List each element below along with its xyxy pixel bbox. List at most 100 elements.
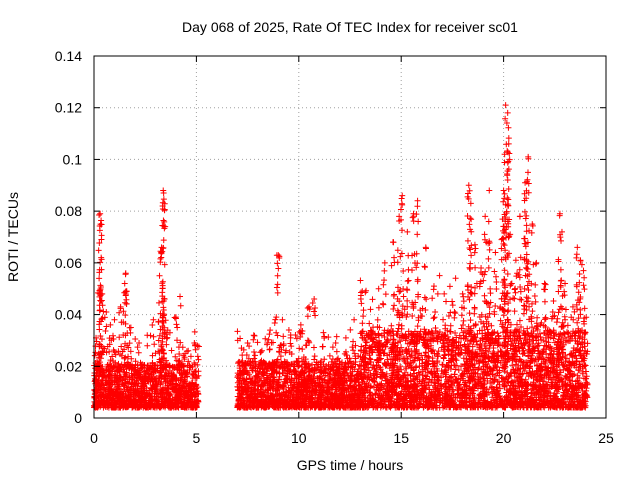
- data-point: [128, 399, 135, 406]
- data-point: [297, 369, 304, 376]
- data-point: [129, 383, 136, 390]
- data-point: [187, 382, 194, 389]
- data-point: [330, 367, 337, 374]
- data-point: [318, 363, 325, 370]
- data-point: [311, 366, 318, 373]
- data-point: [192, 375, 199, 382]
- data-point: [103, 395, 110, 402]
- data-point: [171, 394, 178, 401]
- data-point: [175, 362, 182, 369]
- data-point: [151, 393, 158, 400]
- data-point: [263, 400, 270, 407]
- data-point: [340, 382, 347, 389]
- data-point: [117, 373, 124, 380]
- data-point: [176, 369, 183, 376]
- data-point: [254, 339, 261, 346]
- data-point: [184, 362, 191, 369]
- data-point: [129, 375, 136, 382]
- data-point: [185, 398, 192, 405]
- data-point: [132, 404, 139, 411]
- data-point: [243, 378, 250, 385]
- data-point: [306, 380, 313, 387]
- data-point: [152, 367, 159, 374]
- data-point: [110, 363, 117, 370]
- data-point: [329, 390, 336, 397]
- data-point: [143, 375, 150, 382]
- data-point: [180, 367, 187, 374]
- data-point: [94, 387, 101, 394]
- data-point: [246, 371, 253, 378]
- data-point: [126, 401, 133, 408]
- data-point: [269, 370, 276, 377]
- data-point: [185, 392, 192, 399]
- data-point: [100, 399, 107, 406]
- data-point: [319, 392, 326, 399]
- points-layer: [91, 102, 591, 411]
- data-point: [262, 335, 269, 342]
- data-point: [259, 382, 266, 389]
- data-point: [288, 371, 295, 378]
- data-point: [349, 395, 356, 402]
- data-point: [95, 402, 102, 409]
- data-point: [278, 391, 285, 398]
- data-point: [307, 368, 314, 375]
- data-point: [151, 401, 158, 408]
- data-point: [268, 392, 275, 399]
- data-point: [287, 388, 294, 395]
- data-point: [268, 371, 275, 378]
- data-point: [195, 372, 202, 379]
- data-point: [106, 371, 113, 378]
- data-point: [355, 382, 362, 389]
- data-point: [126, 340, 133, 347]
- data-point: [236, 384, 243, 391]
- data-point: [115, 385, 122, 392]
- data-point: [332, 392, 339, 399]
- data-point: [106, 381, 113, 388]
- data-point: [107, 401, 114, 408]
- data-point: [251, 355, 258, 362]
- data-point: [262, 393, 269, 400]
- data-point: [253, 397, 260, 404]
- data-point: [290, 391, 297, 398]
- data-point: [105, 379, 112, 386]
- data-point: [293, 397, 300, 404]
- data-point: [274, 332, 281, 339]
- data-point: [324, 388, 331, 395]
- data-point: [194, 398, 201, 405]
- data-point: [138, 403, 145, 410]
- data-point: [162, 385, 169, 392]
- data-point: [109, 353, 116, 360]
- data-point: [310, 387, 317, 394]
- data-point: [184, 399, 191, 406]
- data-point: [325, 380, 332, 387]
- data-point: [326, 377, 333, 384]
- data-point: [326, 370, 333, 377]
- data-point: [93, 381, 100, 388]
- data-point: [153, 381, 160, 388]
- data-point: [180, 363, 187, 370]
- data-point: [262, 404, 269, 411]
- data-point: [352, 375, 359, 382]
- data-point: [98, 371, 105, 378]
- data-point: [95, 403, 102, 410]
- data-point: [290, 367, 297, 374]
- data-point: [321, 356, 328, 363]
- data-point: [243, 367, 250, 374]
- data-point: [281, 378, 288, 385]
- data-point: [191, 359, 198, 366]
- data-point: [249, 401, 256, 408]
- data-point: [236, 403, 243, 410]
- data-point: [318, 384, 325, 391]
- data-point: [92, 394, 99, 401]
- data-point: [339, 378, 346, 385]
- data-point: [276, 376, 283, 383]
- data-point: [341, 363, 348, 370]
- data-point: [348, 363, 355, 370]
- data-point: [180, 383, 187, 390]
- data-point: [145, 399, 152, 406]
- data-point: [187, 353, 194, 360]
- data-point: [300, 358, 307, 365]
- data-point: [172, 353, 179, 360]
- data-point: [348, 373, 355, 380]
